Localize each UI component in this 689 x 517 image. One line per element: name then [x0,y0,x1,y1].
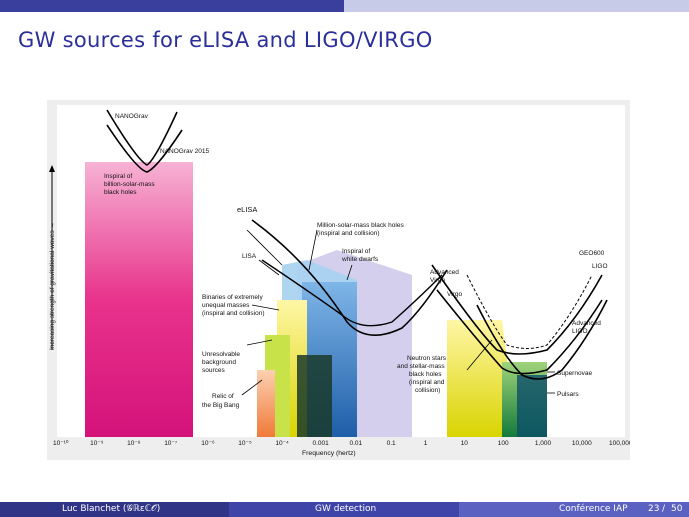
white-dwarf-pointer [346,264,353,281]
label-billion-bh-3: black holes [104,189,137,196]
label-neutron-1: Neutron stars [407,355,447,362]
relic-band [257,370,275,437]
label-binaries-1: Binaries of extremely [202,294,263,301]
x-tick-4: 10⁻⁶ [201,440,215,447]
label-ligo: LIGO [592,263,608,270]
label-neutron-2: and stellar-mass [397,363,445,370]
neutron-pointer [466,339,493,371]
label-billion-bh-1: Inspiral of [104,173,132,180]
label-million-bh-2: (inspiral and collision) [317,230,380,237]
x-tick-8: 0.01 [350,440,363,447]
label-advanced-ligo-2: LIGO [572,328,588,335]
label-elisa: eLISA [237,205,257,214]
footer-author: Luc Blanchet (𝒢ℝεℂ𝒪) [62,504,161,514]
lisa-curve [261,259,443,327]
x-tick-11: 10 [461,440,469,447]
label-unresolvable-1: Unresolvable [202,351,240,358]
slide-title: GW sources for eLISA and LIGO/VIRGO [18,28,433,52]
pulsars-band [517,375,547,437]
x-tick-6: 10⁻⁴ [275,440,289,447]
label-advanced-ligo-1: Advanced [572,320,601,327]
label-unresolvable-2: background [202,359,236,366]
label-neutron-3: black holes [409,371,442,378]
x-tick-10: 1 [424,440,428,447]
x-tick-2: 10⁻⁸ [127,440,141,447]
x-tick-7: 0.001 [313,440,330,447]
unresolvable-pointer [246,339,273,346]
label-neutron-5: collision) [415,387,440,394]
y-axis-label: Increasing strength of gravitational wav… [49,222,56,350]
label-supernovae: Supernovae [557,370,592,377]
neutron-band [447,320,517,437]
label-unresolvable-3: sources [202,367,226,374]
footer-page-separator: / [662,504,666,514]
nanograv2015-curve [106,124,183,173]
label-binaries-2: unequal masses [202,302,250,309]
x-tick-1: 10⁻⁹ [90,440,104,447]
footer-author-section: Luc Blanchet (𝒢ℝεℂ𝒪) [0,502,229,517]
label-advanced-virgo-2: Virgo [430,277,445,284]
label-virgo: Virgo [447,291,462,298]
label-binaries-3: (inspiral and collision) [202,310,265,317]
x-tick-15: 100,000 [609,440,630,447]
relic-pointer [241,379,263,396]
footer: Luc Blanchet (𝒢ℝεℂ𝒪) GW detection Confér… [0,502,689,517]
advanced-ligo-curve [476,299,608,380]
lisa-pointer [258,259,280,276]
label-pulsars: Pulsars [557,391,579,398]
million-bh-pointer [308,229,318,271]
geo600-curve [466,274,593,349]
x-tick-12: 100 [498,440,509,447]
footer-page-total: 50 [671,504,683,514]
advanced-virgo-curve [431,264,603,355]
footer-page-number: 23 [648,504,660,514]
binaries-pointer [251,304,280,311]
footer-conference: Conférence IAP [559,504,628,514]
label-advanced-virgo-1: Advanced [430,269,459,276]
top-bar-progress [0,0,344,12]
x-tick-0: 10⁻¹⁰ [53,439,69,447]
label-neutron-4: (inspiral and [409,379,445,386]
label-lisa: LISA [242,253,257,260]
label-white-dwarf-1: Inspiral of [342,248,370,255]
elisa-curve [251,219,448,337]
label-relic-2: the Big Bang [202,402,240,409]
x-axis-label: Frequency (hertz) [302,450,356,457]
label-relic-1: Relic of [212,393,234,400]
footer-talk: GW detection [315,504,377,514]
label-geo600: GEO600 [579,250,605,257]
dark-overlap-band [297,355,332,437]
nanograv-curve [106,109,178,166]
label-white-dwarf-2: white dwarfs [341,256,379,263]
footer-conference-section: Conférence IAP 23 / 50 [459,502,689,517]
billion-bh-band [85,162,193,437]
label-nanograv: NANOGrav [115,113,149,120]
footer-talk-section: GW detection [229,502,459,517]
gw-spectrum-figure: Increasing strength of gravitational wav… [47,100,630,460]
x-tick-13: 1,000 [535,440,552,447]
virgo-curve [436,289,603,375]
label-nanograv2015: NANOGrav 2015 [160,148,210,155]
label-billion-bh-2: billion-solar-mass [104,181,155,188]
label-million-bh-1: Million-solar-mass black holes [317,222,404,229]
x-tick-3: 10⁻⁷ [164,440,178,447]
top-bar [0,0,689,12]
x-tick-9: 0.1 [387,440,396,447]
x-tick-14: 10,000 [572,440,592,447]
y-axis-arrowhead [49,165,55,172]
x-tick-5: 10⁻⁵ [238,440,252,447]
x-tick-labels: 10⁻¹⁰ 10⁻⁹ 10⁻⁸ 10⁻⁷ 10⁻⁶ 10⁻⁵ 10⁻⁴ 0.001 0.01 0.… [53,439,630,447]
elisa-pointer [246,229,283,266]
